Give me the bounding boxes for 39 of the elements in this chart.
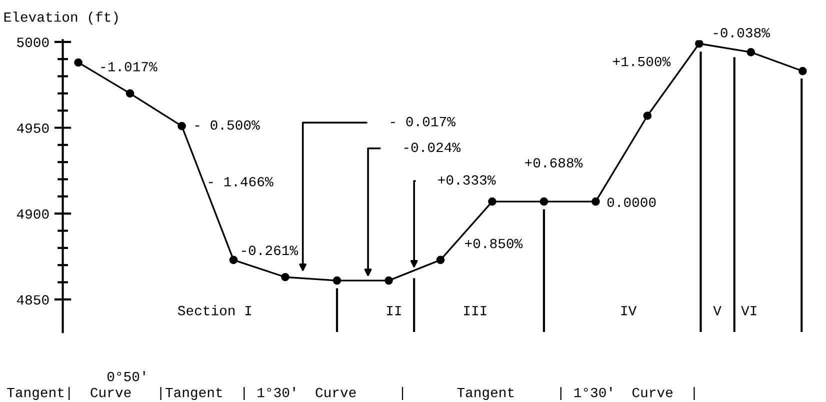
y-tick-label: 4900 [16, 209, 49, 219]
annotation: Section I [178, 305, 252, 316]
point [384, 276, 393, 285]
text: -0.038% [714, 28, 770, 38]
text: 0°50' Tangent| Curve |Tangent | 1°30' Curve | Tangent | 1°30' Curve | [7, 371, 695, 400]
point [540, 197, 548, 206]
point [126, 89, 134, 98]
annotation: V [713, 306, 722, 316]
annotation: III [464, 306, 486, 316]
annotation: 0.0000 [607, 198, 656, 208]
point [488, 197, 496, 206]
point [229, 256, 238, 264]
point [643, 112, 652, 120]
annotation: - 1.466% [208, 176, 274, 186]
annotation: IV [621, 306, 637, 316]
point [332, 276, 342, 285]
annotation: +0.850% [465, 238, 523, 248]
point [281, 272, 290, 282]
annotation: +0.333% [438, 175, 496, 185]
point [695, 40, 704, 48]
annotation: - 0.017% [391, 116, 456, 126]
y-tick-label: 5000 [17, 38, 49, 48]
point [592, 197, 600, 206]
annotation: -0.024% [404, 142, 461, 152]
point [436, 256, 445, 264]
annotation: +0.688% [525, 158, 583, 168]
annotation: VI [741, 306, 756, 316]
annotation: -1.017% [101, 62, 158, 72]
point [746, 48, 756, 56]
annotation: +1.500% [613, 56, 671, 66]
point [178, 122, 186, 130]
annotation: II [386, 306, 401, 316]
annotation: -0.261% [242, 246, 298, 256]
annotation: - 0.500% [195, 120, 260, 130]
point [798, 66, 807, 76]
y-tick-label: 4850 [16, 295, 49, 305]
point [74, 58, 82, 67]
y-axis-title: Elevation (ft) [4, 12, 118, 25]
y-tick-label: 4950 [16, 124, 49, 133]
